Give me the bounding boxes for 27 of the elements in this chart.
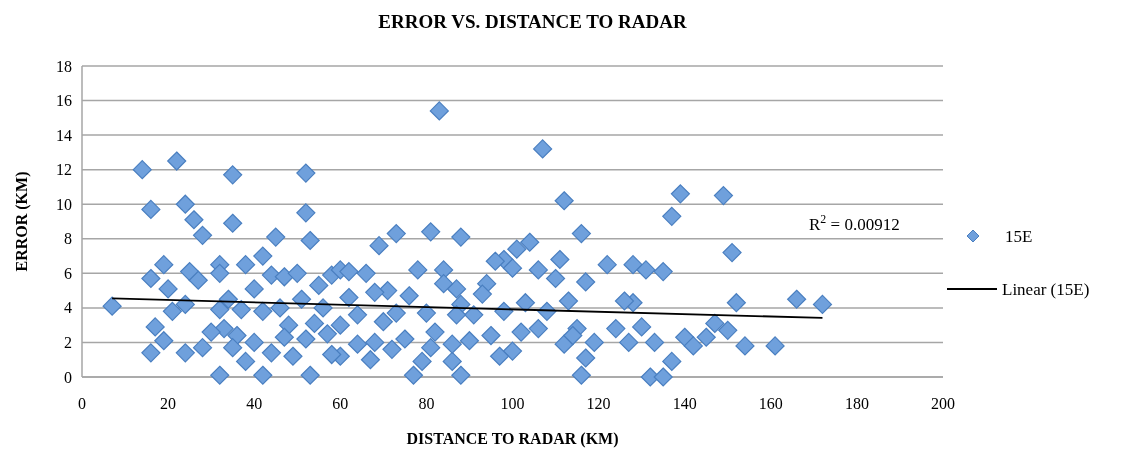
y-tick-label: 12	[56, 161, 72, 179]
y-tick-label: 16	[56, 92, 72, 110]
y-tick-label: 8	[64, 230, 72, 248]
y-tick-label: 0	[64, 368, 72, 386]
y-tick-label: 4	[64, 299, 72, 317]
x-axis-title: DISTANCE TO RADAR (KM)	[406, 430, 619, 448]
x-tick-label: 60	[332, 395, 349, 412]
x-tick-label: 20	[160, 395, 177, 412]
y-tick-label: 14	[56, 126, 72, 144]
y-tick-label: 18	[56, 57, 72, 75]
x-tick-label: 40	[246, 395, 263, 412]
x-tick-label: 200	[931, 395, 955, 412]
x-tick-label: 120	[586, 395, 611, 412]
y-axis-title: ERROR (KM)	[13, 171, 31, 272]
x-tick-label: 180	[844, 395, 869, 412]
legend-label: Linear (15E)	[1002, 279, 1090, 299]
x-tick-label: 80	[418, 395, 435, 412]
y-tick-label: 6	[64, 264, 72, 282]
chart-title: ERROR VS. DISTANCE TO RADAR	[378, 11, 688, 32]
legend-label: 15E	[1005, 226, 1033, 246]
y-tick-label: 2	[64, 334, 72, 352]
x-tick-label: 100	[500, 395, 525, 412]
y-tick-label: 10	[56, 195, 72, 213]
x-tick-label: 0	[78, 395, 86, 412]
annotation: R$^{2}$ = 0.00912	[809, 212, 900, 234]
x-tick-label: 160	[758, 395, 783, 412]
x-tick-label: 140	[672, 395, 697, 412]
